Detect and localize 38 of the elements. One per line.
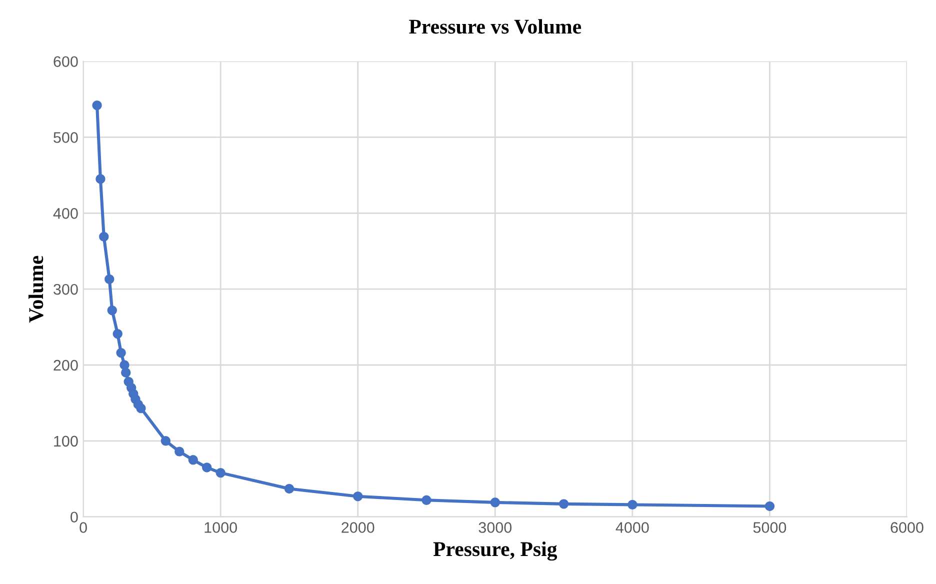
point <box>112 329 122 339</box>
y-tick-label: 100 <box>54 436 78 447</box>
y-tick-label: 400 <box>53 208 78 219</box>
point <box>284 484 294 494</box>
point <box>188 455 198 465</box>
point <box>92 100 102 110</box>
y-tick-label: 0 <box>70 512 78 523</box>
y-tick-label: 500 <box>54 132 78 143</box>
y-axis-title: Volume <box>28 256 44 323</box>
point <box>422 495 432 505</box>
point <box>136 403 146 414</box>
point <box>490 498 500 508</box>
chart-title: Pressure vs Volume <box>409 19 582 34</box>
y-tick-label: 200 <box>54 360 78 371</box>
point <box>116 348 126 358</box>
point <box>104 274 114 284</box>
point <box>202 462 212 472</box>
x-tick-label: 3000 <box>478 522 512 533</box>
x-tick-label: 2000 <box>342 522 374 533</box>
point <box>99 232 109 242</box>
x-axis-title: Pressure, Psig <box>433 542 558 561</box>
x-tick-label: 0 <box>80 522 87 533</box>
point <box>174 446 184 456</box>
point <box>121 368 131 378</box>
point <box>160 436 171 446</box>
point <box>107 305 117 316</box>
point <box>96 174 106 184</box>
x-tick-label: 5000 <box>753 522 786 533</box>
y-tick-label: 600 <box>54 56 78 68</box>
x-tick-label: 4000 <box>616 522 649 533</box>
point <box>764 501 775 512</box>
x-tick-label: 1000 <box>204 522 237 533</box>
y-tick-label: 300 <box>54 284 78 295</box>
point <box>353 491 363 502</box>
point <box>216 468 226 478</box>
x-tick-label: 6000 <box>890 522 924 533</box>
point <box>628 500 638 510</box>
point <box>558 499 569 509</box>
